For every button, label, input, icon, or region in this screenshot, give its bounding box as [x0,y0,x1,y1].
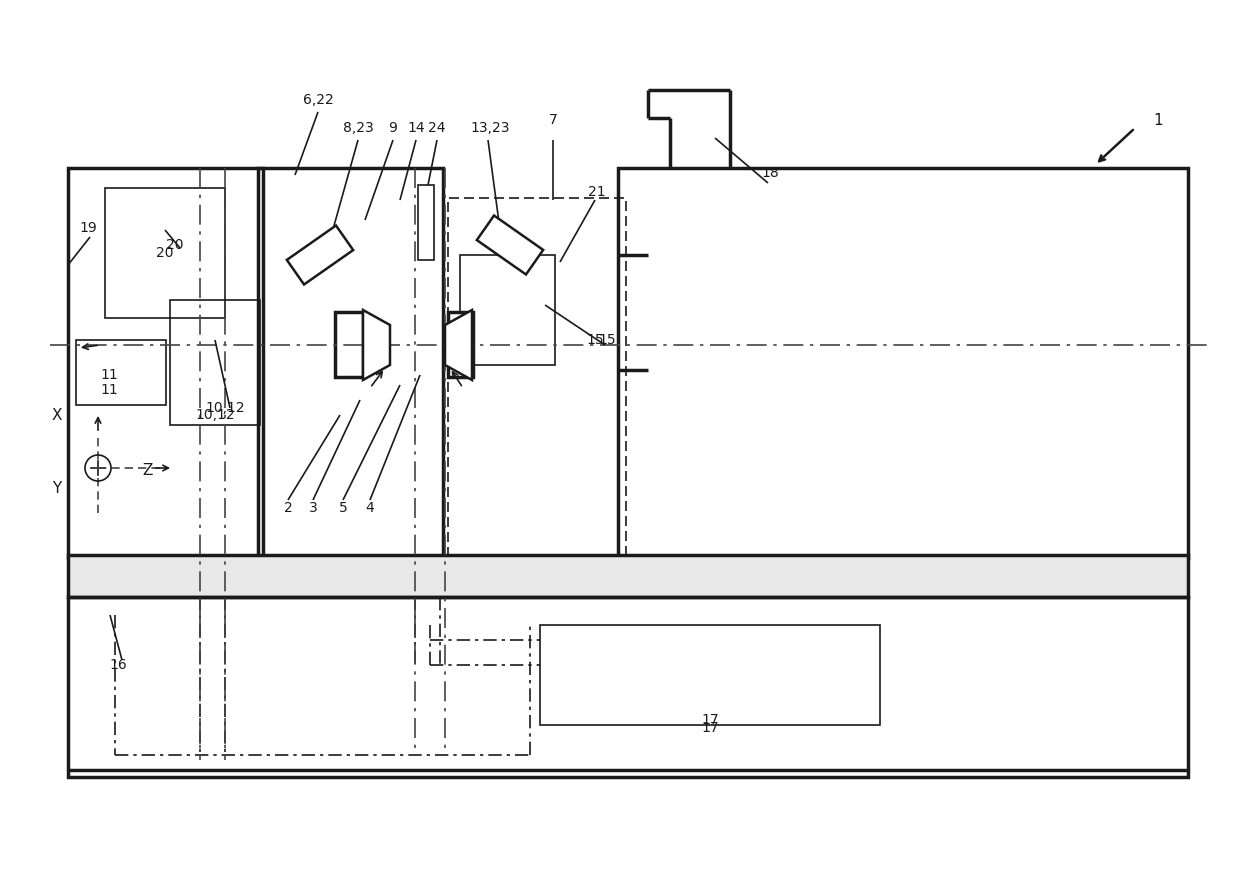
Bar [68,168,263,558]
Text: 21: 21 [588,185,606,199]
Bar [460,255,556,365]
Text: 10,12: 10,12 [205,401,244,415]
Text: 1: 1 [1153,113,1163,128]
Bar [335,312,363,377]
Bar [286,226,353,284]
Text: 2: 2 [284,501,293,515]
Text: 14: 14 [407,121,425,135]
Text: 7: 7 [548,113,557,127]
Text: 4: 4 [366,501,374,515]
Bar [477,215,543,275]
Text: 18: 18 [761,166,779,180]
Text: Z: Z [143,462,154,478]
Bar [68,597,1188,777]
Text: 16: 16 [109,658,126,672]
Text: 8,23: 8,23 [342,121,373,135]
Bar [76,340,166,405]
Text: 10,12: 10,12 [195,408,234,422]
Text: 20: 20 [166,238,184,252]
Text: 19: 19 [79,221,97,235]
Text: 15: 15 [598,333,616,347]
Bar [258,168,443,558]
Text: 24: 24 [428,121,445,135]
Bar [618,168,1188,558]
Bar [170,300,260,425]
Bar [448,198,626,558]
Text: 9: 9 [388,121,398,135]
Bar [418,185,434,260]
Polygon shape [363,310,391,380]
Text: 15: 15 [587,333,604,347]
Bar [105,188,224,318]
Text: 11: 11 [100,383,118,397]
Text: 17: 17 [701,713,719,727]
Text: Y: Y [52,480,62,495]
Text: X: X [52,408,62,423]
Text: 17: 17 [701,721,719,735]
Text: 11: 11 [100,368,118,382]
Bar [539,625,880,725]
Text: 20: 20 [156,246,174,260]
Bar [448,312,472,377]
Text: 5: 5 [339,501,347,515]
Bar [68,555,1188,597]
Text: 3: 3 [309,501,317,515]
Polygon shape [445,310,472,380]
Text: 13,23: 13,23 [470,121,510,135]
Text: 6,22: 6,22 [303,93,334,107]
